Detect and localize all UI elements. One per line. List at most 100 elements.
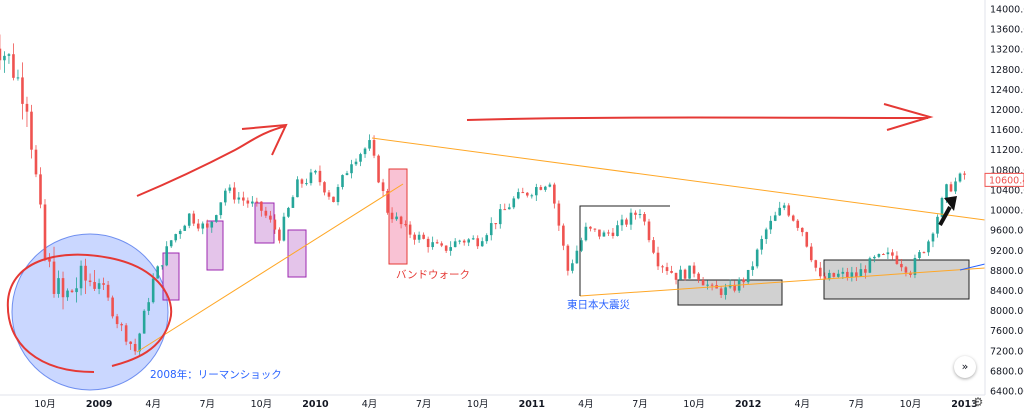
candle-body: [940, 198, 944, 217]
settings-icon[interactable]: ⚙: [972, 395, 984, 409]
candle-body: [503, 209, 507, 211]
candle-body: [746, 269, 750, 283]
candle-body: [855, 272, 858, 277]
x-tick-label: 10月: [467, 399, 489, 410]
candle-body: [273, 219, 277, 230]
candle-body: [196, 223, 200, 229]
candle-body: [692, 265, 696, 274]
y-tick-label: 10400.00: [990, 185, 1024, 196]
candle-body: [512, 198, 516, 208]
y-tick-label: 12400.00: [990, 85, 1024, 96]
candle-body: [43, 204, 47, 259]
candle-body: [237, 197, 241, 200]
candle-body: [296, 179, 299, 198]
candle-body: [805, 232, 809, 247]
candle-body: [589, 226, 592, 229]
candle-body: [674, 272, 678, 280]
x-tick-label: 7月: [849, 399, 865, 410]
candle-body: [530, 195, 534, 197]
candle-body: [264, 210, 268, 216]
candle-body: [323, 182, 326, 193]
candle-body: [882, 254, 885, 256]
candle-body: [498, 209, 502, 225]
y-axis-ticks: 14000.00 13600.00 13200.00 12800.00 12400.00…: [990, 5, 1024, 398]
candle-body: [39, 174, 42, 205]
candle-body: [48, 258, 51, 262]
candle-body: [832, 272, 836, 277]
x-tick-label: 2010: [302, 399, 329, 410]
black-arrow-shaft: [938, 206, 952, 226]
candle-body: [7, 54, 11, 56]
candle-body: [156, 266, 159, 279]
candle-body: [300, 179, 304, 184]
candle-body: [539, 187, 543, 190]
candle-body: [350, 164, 353, 174]
candle-body: [480, 241, 484, 247]
candle-body: [34, 149, 38, 175]
candle-body: [661, 266, 664, 268]
candle-body: [106, 284, 110, 298]
candle-body: [913, 257, 917, 275]
candle-body: [210, 221, 214, 228]
highlight-box-3: [254, 202, 275, 244]
candle-body: [341, 175, 344, 188]
y-tick-label: 8800.00: [990, 266, 1024, 277]
y-tick-label: 7600.00: [990, 326, 1024, 337]
candle-body: [643, 214, 646, 222]
candle-body: [120, 324, 123, 326]
candle-body: [169, 240, 173, 247]
candle-body: [354, 161, 358, 165]
candle-body: [174, 234, 178, 241]
x-tick-label: 2011: [519, 399, 545, 410]
candle-body: [521, 192, 525, 194]
red-arrow-right: [466, 116, 929, 121]
candle-body: [462, 240, 466, 243]
candle-body: [620, 219, 624, 226]
candle-body: [242, 197, 245, 201]
y-tick-label: 10800.00: [990, 165, 1024, 176]
candle-body: [616, 225, 619, 236]
candle-body: [386, 191, 389, 213]
x-tick-label: 10月: [683, 399, 705, 410]
lehman-red-scribble: [6, 253, 173, 373]
candle-body: [214, 215, 218, 222]
candle-body: [670, 270, 673, 273]
candle-body: [494, 223, 498, 225]
candles-layer: [0, 34, 966, 357]
candle-body: [796, 220, 800, 228]
y-tick-label: 11200.00: [990, 145, 1024, 156]
candle-body: [557, 203, 561, 226]
last-price-box: [984, 172, 1024, 187]
candle-body: [61, 278, 65, 298]
candle-body: [607, 232, 610, 234]
expand-button[interactable]: »: [954, 356, 976, 378]
candle-body: [147, 302, 150, 311]
candle-body: [927, 241, 930, 253]
x-tick-label: 4月: [145, 399, 161, 410]
candle-body: [904, 267, 908, 273]
candle-body: [773, 215, 777, 221]
candle-body: [706, 284, 709, 286]
candle-body: [571, 263, 574, 271]
candle-body: [859, 269, 863, 277]
candle-body: [931, 233, 935, 242]
candle-body: [895, 255, 899, 264]
candle-body: [192, 213, 196, 224]
annotation-earthquake: 東日本大震災: [567, 298, 630, 311]
candle-body: [787, 205, 791, 216]
candle-body: [187, 213, 191, 226]
candle-body: [309, 172, 313, 184]
y-tick-label: 13600.00: [990, 25, 1024, 36]
trendline-floor: [579, 267, 986, 297]
candle-body: [634, 212, 637, 215]
candle-body: [611, 232, 615, 236]
candle-body: [404, 224, 407, 226]
candle-body: [679, 269, 682, 280]
candle-body: [516, 192, 520, 199]
red-arrow-up-1-head: [241, 123, 288, 156]
candle-body: [868, 258, 872, 273]
candle-body: [544, 186, 547, 190]
candle-body: [841, 271, 845, 274]
candle-body: [733, 284, 736, 291]
